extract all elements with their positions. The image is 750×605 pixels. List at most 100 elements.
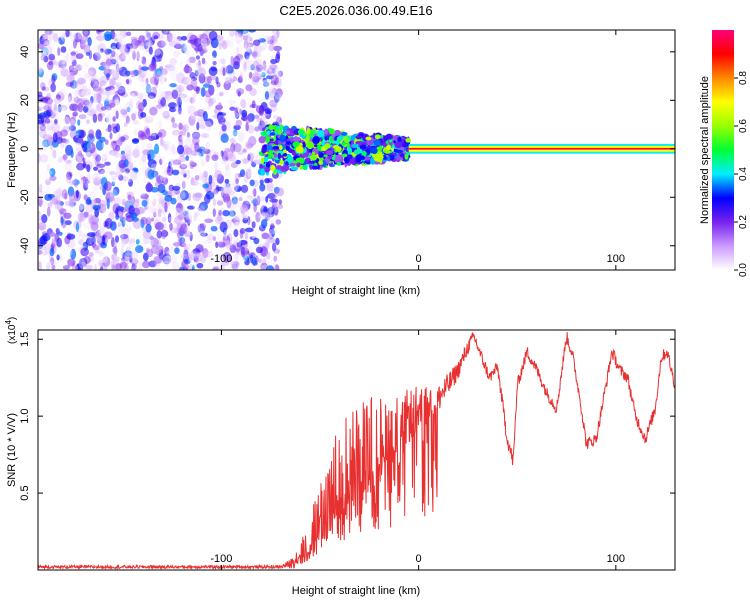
heatmap-cell: [104, 237, 110, 245]
heatmap-cell: [82, 84, 88, 95]
heatmap-cell: [137, 102, 145, 112]
heatmap-cell: [153, 35, 159, 40]
heatmap-cell: [172, 185, 181, 191]
heatmap-cell: [316, 129, 325, 138]
heatmap-cell: [142, 260, 151, 269]
heatmap-cell: [92, 204, 101, 211]
heatmap-cell: [172, 225, 178, 234]
heatmap-cell: [270, 55, 275, 61]
heatmap-cell: [247, 154, 251, 161]
heatmap-cell: [41, 86, 46, 91]
heatmap-cell: [174, 215, 183, 225]
heatmap-cell: [260, 157, 265, 165]
heatmap-cell: [112, 115, 116, 122]
heatmap-cell: [185, 104, 191, 114]
heatmap-cell: [82, 175, 86, 187]
heatmap-cell: [60, 260, 69, 267]
heatmap-cell: [185, 212, 193, 220]
heatmap-cell: [46, 216, 54, 222]
heatmap-cell: [60, 68, 69, 77]
heatmap-cell: [161, 216, 167, 223]
heatmap-cell: [195, 151, 202, 160]
heatmap-cell: [103, 264, 108, 270]
heatmap-cell: [125, 43, 134, 50]
heatmap-cell: [230, 261, 240, 267]
heatmap-cell: [262, 257, 267, 265]
heatmap-cell: [189, 160, 195, 169]
heatmap-cell: [202, 110, 208, 122]
heatmap-cell: [87, 103, 93, 113]
heatmap-cell: [240, 57, 246, 66]
heatmap-cell: [70, 149, 74, 159]
heatmap-cell: [260, 262, 268, 270]
y-tick-label: 0.5: [19, 485, 31, 500]
heatmap-cell: [56, 58, 66, 65]
heatmap-cell: [92, 244, 100, 251]
heatmap-cell: [87, 191, 96, 199]
heatmap-cell: [92, 172, 101, 183]
heatmap-cell: [80, 220, 86, 227]
heatmap-cell: [75, 152, 85, 163]
heatmap-cell: [192, 132, 201, 139]
heatmap-cell: [53, 103, 58, 112]
heatmap-cell: [198, 67, 207, 77]
heatmap-cell: [264, 238, 271, 243]
heatmap-cell: [47, 43, 51, 54]
heatmap-cell: [42, 42, 46, 48]
heatmap-cell: [217, 114, 225, 122]
heatmap-cell: [405, 138, 412, 143]
heatmap-cell: [179, 237, 186, 244]
heatmap-cell: [121, 53, 128, 60]
heatmap-cell: [191, 96, 195, 106]
heatmap-cell: [264, 91, 270, 100]
heatmap-cell: [217, 235, 223, 240]
heatmap-cell: [114, 209, 122, 216]
heatmap-cell: [266, 130, 271, 135]
heatmap-cell: [114, 235, 120, 243]
heatmap-cell: [176, 78, 184, 89]
heatmap-cell: [49, 197, 59, 205]
heatmap-cell: [388, 136, 392, 140]
heatmap-cell: [169, 34, 178, 46]
heatmap-cell: [368, 139, 374, 146]
heatmap-cell: [212, 60, 217, 66]
heatmap-cell: [145, 30, 149, 36]
heatmap-cell: [55, 94, 61, 100]
heatmap-cell: [38, 221, 47, 231]
heatmap-cell: [242, 200, 251, 211]
heatmap-cell: [165, 91, 174, 100]
heatmap-cell: [222, 235, 226, 244]
heatmap-cell: [242, 217, 248, 224]
heatmap-cell: [196, 237, 206, 245]
heatmap-cell: [97, 43, 107, 54]
heatmap-cell: [168, 184, 175, 192]
heatmap-cell: [200, 38, 208, 46]
heatmap-cell: [163, 77, 168, 82]
heatmap-cell: [205, 141, 211, 149]
heatmap-cell: [65, 81, 74, 87]
heatmap-cell: [38, 180, 44, 191]
heatmap-cell: [328, 128, 336, 135]
heatmap-cell: [163, 111, 170, 116]
heatmap-cell: [46, 125, 51, 132]
heatmap-cell: [140, 80, 148, 88]
heatmap-cell: [227, 72, 233, 77]
heatmap-cell: [100, 241, 107, 249]
heatmap-cell: [91, 254, 96, 265]
heatmap-cell: [270, 164, 276, 172]
heatmap-cell: [233, 214, 243, 221]
heatmap-cell: [244, 141, 250, 149]
heatmap-cell: [384, 150, 392, 154]
heatmap-cell: [264, 108, 273, 115]
heatmap-cell: [187, 231, 194, 236]
heatmap-cell: [195, 244, 204, 253]
heatmap-cell: [110, 260, 116, 268]
heatmap-cell: [174, 247, 180, 255]
heatmap-cell: [268, 207, 274, 213]
heatmap-cell: [175, 42, 181, 48]
heatmap-cell: [172, 242, 182, 247]
heatmap-cell: [132, 69, 139, 77]
heatmap-cell: [247, 219, 252, 224]
heatmap-cell: [274, 264, 280, 270]
heatmap-cell: [401, 142, 408, 148]
